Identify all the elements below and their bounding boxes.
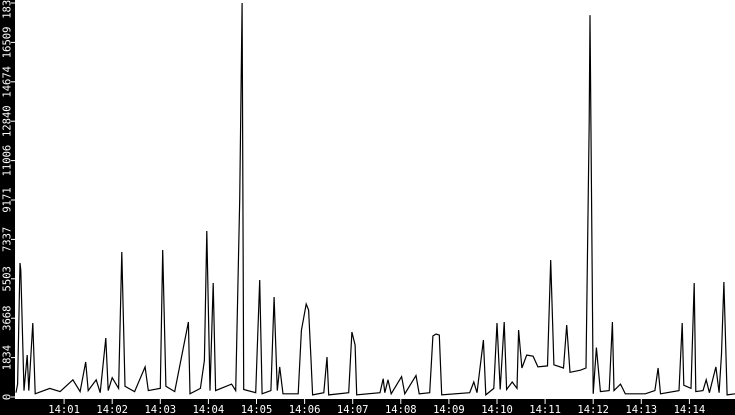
plot-area [15,0,735,399]
x-tick-label: 14:01 [48,404,80,415]
x-tick-label: 14:14 [674,404,706,415]
y-tick-label: 5503 [2,266,14,291]
y-tick-label: 14674 [2,66,14,98]
y-tick-label: 18343 [2,0,14,19]
x-tick-label: 14:08 [385,404,417,415]
series-line [15,2,735,397]
y-tick-label: 7337 [2,227,14,252]
x-tick-label: 14:09 [433,404,465,415]
y-tick-label: 16509 [2,27,14,59]
x-tick-label: 14:07 [337,404,369,415]
x-tick-label: 14:06 [289,404,321,415]
x-tick-label: 14:04 [193,404,225,415]
x-tick-label: 14:02 [96,404,128,415]
y-tick-label: 12840 [2,105,14,137]
x-tick-label: 14:11 [529,404,561,415]
y-tick-label: 1834 [2,345,14,370]
y-tick-label: 9171 [2,187,14,212]
y-tick-label: 0 [2,394,14,400]
y-tick-label: 3668 [2,306,14,331]
x-tick-label: 14:03 [144,404,176,415]
y-tick-label: 11006 [2,145,14,177]
x-tick-label: 14:05 [241,404,273,415]
x-axis: 14:01 14:02 14:03 14:04 14:05 14:06 14:07 14:08… [48,399,705,415]
x-tick-label: 14:10 [481,404,513,415]
x-tick-label: 14:12 [577,404,609,415]
x-tick-label: 14:13 [625,404,657,415]
y-axis: 0 1834 3668 5503 7337 9171 11006 12840 14674 1650… [2,0,15,400]
